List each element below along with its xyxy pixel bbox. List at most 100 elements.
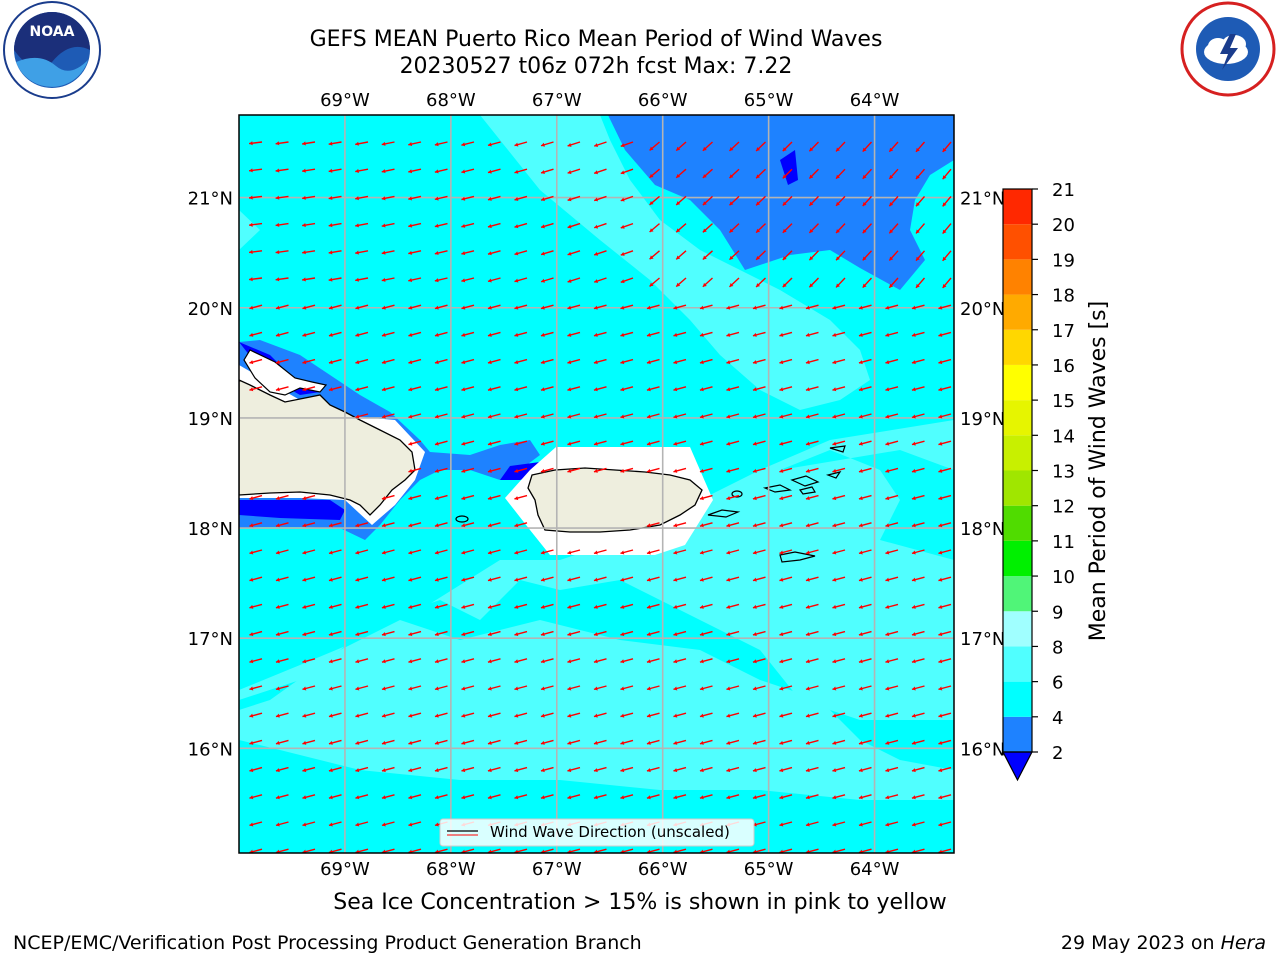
colorbar-segment (1003, 646, 1032, 682)
wave-direction-arrowhead (726, 659, 731, 664)
colorbar-tick-label: 19 (1052, 250, 1075, 271)
wave-direction-arrowhead (646, 849, 651, 853)
wave-direction-arrowhead (726, 468, 731, 473)
wave-direction-arrowhead (514, 387, 519, 392)
wave-direction-arrowhead (779, 686, 784, 691)
wave-direction-arrowhead (302, 550, 307, 555)
wave-direction-arrowhead (620, 252, 625, 256)
wave-direction-arrowhead (779, 523, 784, 528)
wave-direction-arrowhead (302, 686, 307, 691)
wave-direction-arrowhead (752, 849, 757, 853)
wave-direction-arrowhead (858, 659, 863, 664)
wave-direction-arrowhead (487, 278, 492, 283)
wave-direction-arrowhead (805, 523, 810, 528)
wave-direction-arrowhead (302, 659, 307, 664)
wave-direction-arrowhead (911, 360, 916, 365)
wave-direction-arrowhead (911, 740, 916, 745)
wave-direction-arrowhead (911, 387, 916, 392)
wave-direction-arrowhead (487, 496, 492, 501)
wave-direction-arrowhead (249, 387, 254, 392)
lat-label-left: 16°N (188, 739, 233, 760)
wave-direction-arrowhead (620, 632, 625, 637)
wave-direction-arrowhead (328, 250, 333, 255)
wave-direction-arrowhead (942, 148, 947, 152)
lon-label-top: 65°W (744, 90, 794, 111)
wave-direction-arrowhead (699, 713, 704, 718)
wave-direction-arrowhead (752, 686, 757, 691)
wave-direction-arrowhead (676, 255, 681, 260)
wave-direction-arrowhead (885, 441, 890, 446)
wave-direction-arrowhead (434, 550, 439, 555)
wave-direction-arrowhead (620, 604, 625, 609)
wave-direction-arrowhead (461, 169, 466, 174)
wave-direction-arrowhead (938, 387, 943, 392)
lat-label-left: 20°N (188, 299, 233, 320)
wave-direction-arrowhead (858, 441, 863, 446)
wave-direction-arrowhead (862, 229, 867, 234)
wave-direction-arrowhead (646, 632, 651, 637)
wave-direction-arrowhead (434, 659, 439, 664)
wave-direction-arrowhead (885, 849, 890, 853)
wave-direction-arrowhead (782, 174, 787, 179)
wave-direction-arrowhead (381, 577, 386, 582)
wave-direction-arrowhead (381, 713, 386, 718)
wave-direction-arrowhead (673, 332, 678, 337)
lon-label-top: 68°W (426, 90, 476, 111)
wave-direction-arrowhead (752, 360, 757, 365)
wave-direction-arrowhead (805, 305, 810, 310)
wave-direction-arrowhead (593, 577, 598, 582)
wave-direction-arrowhead (858, 387, 863, 392)
period-band-0-2-northeast (780, 150, 798, 185)
wave-direction-arrowhead (911, 822, 916, 827)
wave-direction-arrowhead (699, 632, 704, 637)
wave-direction-arrowhead (434, 604, 439, 609)
wave-direction-arrowhead (889, 256, 894, 261)
wave-direction-arrowhead (649, 201, 654, 205)
wave-direction-arrowhead (942, 256, 947, 261)
wave-direction-arrowhead (249, 822, 254, 827)
wave-direction-arrowhead (461, 360, 466, 365)
wave-direction-arrowhead (249, 195, 253, 200)
wave-direction-arrowhead (782, 228, 787, 233)
wave-direction-arrowhead (461, 686, 466, 691)
wave-direction-arrowhead (541, 251, 545, 256)
wave-direction-arrowhead (434, 305, 439, 310)
wave-direction-arrowhead (832, 604, 837, 609)
wave-direction-arrowhead (514, 768, 519, 773)
wave-direction-arrowhead (355, 604, 360, 609)
wave-direction-arrowhead (858, 713, 863, 718)
wave-direction-arrowhead (594, 170, 599, 175)
wave-direction-arrowhead (514, 468, 519, 473)
wave-direction-arrowhead (381, 795, 386, 800)
wave-direction-arrowhead (275, 822, 280, 827)
wave-direction-arrowhead (885, 577, 890, 582)
wave-direction-arrowhead (646, 305, 651, 310)
wave-direction-arrowhead (408, 523, 413, 528)
wave-direction-arrowhead (805, 387, 810, 392)
wave-direction-arrowhead (249, 686, 254, 691)
wave-direction-arrowhead (434, 768, 439, 773)
wave-direction-arrowhead (434, 740, 439, 745)
wave-direction-arrowhead (779, 496, 784, 501)
wave-direction-arrowhead (862, 174, 867, 179)
colorbar-segment (1003, 611, 1032, 647)
wave-direction-arrowhead (302, 795, 307, 800)
wave-direction-arrowhead (328, 795, 333, 800)
noaa-logo-text: NOAA (30, 24, 75, 40)
lat-label-left: 18°N (188, 519, 233, 540)
wave-direction-arrowhead (567, 577, 572, 582)
wave-direction-arrowhead (832, 713, 837, 718)
wave-direction-arrowhead (676, 173, 681, 178)
wave-direction-arrowhead (593, 659, 598, 664)
wave-direction-arrowhead (434, 686, 439, 691)
wave-direction-arrowhead (832, 849, 837, 853)
wave-direction-arrowhead (779, 604, 784, 609)
wave-direction-arrowhead (381, 496, 386, 501)
wave-direction-arrowhead (673, 550, 678, 555)
wave-direction-arrowhead (487, 441, 492, 446)
wave-direction-arrowhead (355, 414, 360, 419)
wave-direction-arrowhead (408, 169, 413, 174)
wave-direction-arrowhead (487, 713, 492, 718)
wave-direction-arrowhead (408, 795, 413, 800)
colorbar-tick-label: 16 (1052, 356, 1075, 377)
